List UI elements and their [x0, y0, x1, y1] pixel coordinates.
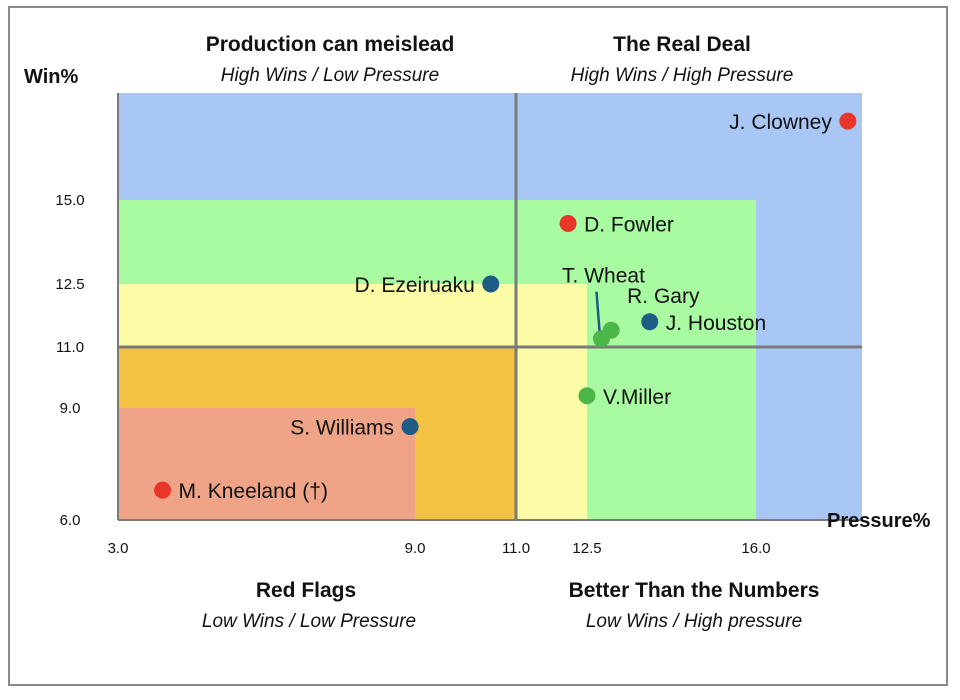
background-bands [118, 93, 862, 520]
data-point [641, 313, 659, 331]
x-tick-label: 11.0 [502, 540, 530, 557]
quadrant-subtitle-top-right: High Wins / High Pressure [571, 65, 794, 86]
y-axis-title: Win% [24, 66, 78, 88]
band-red [118, 408, 415, 520]
quadrant-subtitle-bottom-right: Low Wins / High pressure [586, 611, 802, 632]
quadrant-title-top-left: Production can meislead [206, 33, 455, 56]
point-label: T. Wheat [562, 265, 645, 288]
data-point [401, 418, 419, 436]
point-label: D. Fowler [584, 214, 674, 237]
data-point [559, 215, 577, 233]
label-leader-line [595, 291, 601, 331]
y-tick-label: 15.0 [55, 192, 84, 209]
quadrant-subtitle-top-left: High Wins / Low Pressure [221, 65, 439, 86]
x-axis-title: Pressure% [827, 510, 931, 532]
quadrant-title-bottom-right: Better Than the Numbers [569, 579, 820, 602]
x-tick-label: 3.0 [108, 540, 129, 557]
point-label: M. Kneeland (†) [179, 480, 328, 503]
quadrant-subtitle-bottom-left: Low Wins / Low Pressure [202, 611, 416, 632]
data-point [154, 481, 172, 499]
point-label: J. Houston [666, 312, 766, 335]
x-tick-label: 16.0 [741, 540, 770, 557]
y-tick-label: 9.0 [60, 400, 81, 417]
data-point [578, 387, 596, 405]
data-point [482, 275, 500, 293]
point-label: V.Miller [603, 386, 671, 409]
data-point [602, 321, 620, 339]
data-point [839, 112, 857, 130]
point-label: S. Williams [290, 417, 394, 440]
quadrant-title-top-right: The Real Deal [613, 33, 751, 56]
y-tick-label: 12.5 [55, 276, 84, 293]
quadrant-title-bottom-left: Red Flags [256, 579, 356, 602]
y-tick-label: 6.0 [60, 512, 81, 529]
data-points: J. Clowney D. Fowler D. Ezeiruaku T. WheatR… [154, 111, 857, 503]
point-label: J. Clowney [729, 111, 832, 134]
quadrant-dividers [117, 93, 862, 521]
point-label: R. Gary [627, 285, 700, 308]
x-tick-label: 9.0 [405, 540, 426, 557]
x-tick-label: 12.5 [572, 540, 601, 557]
y-tick-label: 11.0 [56, 339, 84, 356]
axis-ticks: 3.0 9.0 11.0 12.5 16.0 6.0 9.0 11.0 12.5 15.0 [55, 192, 770, 557]
point-label: D. Ezeiruaku [355, 274, 475, 297]
